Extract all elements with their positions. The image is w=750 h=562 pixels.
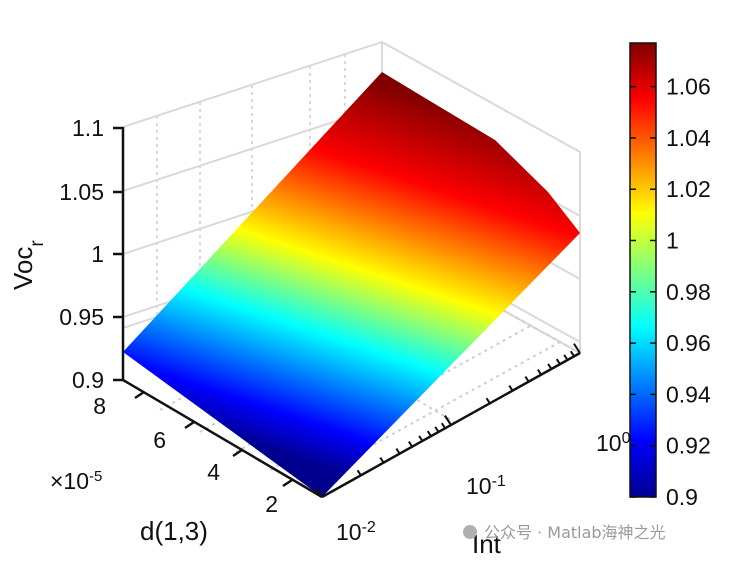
colorbar-tick-label: 1.04 xyxy=(666,125,711,151)
x-tick-mark xyxy=(508,385,514,392)
colorbar-tick-label: 0.9 xyxy=(666,484,698,510)
x-tick-mark xyxy=(547,363,553,370)
y-tick-label: 6 xyxy=(153,427,166,453)
x-tick-mark xyxy=(444,415,452,426)
colorbar-ticks: 0.9 0.92 0.94 0.96 0.98 1 1.02 1.04 1.06 xyxy=(630,74,711,510)
x-tick-mark xyxy=(485,397,491,404)
x-tick-mark xyxy=(418,435,424,442)
x-tick-mark xyxy=(573,343,581,354)
x-tick-mark xyxy=(426,430,432,437)
y-exponent-label: ×10-5 xyxy=(50,468,102,495)
x-tick-mark xyxy=(395,448,401,455)
x-tick-mark xyxy=(537,369,543,376)
x-tick-label: 10-2 xyxy=(336,519,376,546)
watermark: 公众号 · Matlab海神之光 xyxy=(463,523,666,542)
z-tick-label: 1.1 xyxy=(72,115,104,141)
x-tick-label: 10-1 xyxy=(466,473,506,500)
x-tick-label: 100 xyxy=(596,430,631,457)
x-tick-mark xyxy=(434,426,440,433)
colorbar-tick-label: 1 xyxy=(666,228,679,254)
z-tick-label: 1.05 xyxy=(59,179,104,205)
colorbar-tick-label: 0.94 xyxy=(666,381,711,407)
z-axis-label: Vocr xyxy=(8,240,48,290)
y-tick-label: 8 xyxy=(93,393,106,419)
colorbar-tick-label: 0.96 xyxy=(666,330,711,356)
x-tick-mark xyxy=(315,487,323,498)
x-tick-mark xyxy=(379,457,385,464)
wechat-icon xyxy=(463,525,477,539)
y-tick-label: 2 xyxy=(265,491,278,517)
z-tick-label: 0.9 xyxy=(72,367,104,393)
x-ticks xyxy=(315,343,581,498)
y-tick-label: 4 xyxy=(207,459,220,485)
z-tick-label: 1 xyxy=(91,241,104,267)
y-ticks xyxy=(134,390,293,488)
x-tick-mark xyxy=(569,350,575,357)
x-tick-mark xyxy=(524,376,530,383)
x-tick-mark xyxy=(356,469,362,476)
x-tick-mark xyxy=(555,358,561,365)
z-ticks xyxy=(113,126,123,382)
x-tick-mark xyxy=(563,354,569,361)
watermark-text: 公众号 · Matlab海神之光 xyxy=(484,523,666,542)
z-tick-label: 0.95 xyxy=(59,304,104,330)
voc-surface xyxy=(123,72,580,497)
colorbar-tick-label: 1.02 xyxy=(666,176,711,202)
colorbar xyxy=(629,42,657,498)
colorbar-tick-label: 0.98 xyxy=(666,279,711,305)
x-axis-label: Int xyxy=(472,529,502,559)
y-axis-label: d(1,3) xyxy=(140,516,208,546)
x-tick-mark xyxy=(408,441,414,448)
x-tick-mark xyxy=(440,422,446,429)
colorbar-tick-label: 1.06 xyxy=(666,74,711,100)
colorbar-tick-label: 0.92 xyxy=(666,433,711,459)
